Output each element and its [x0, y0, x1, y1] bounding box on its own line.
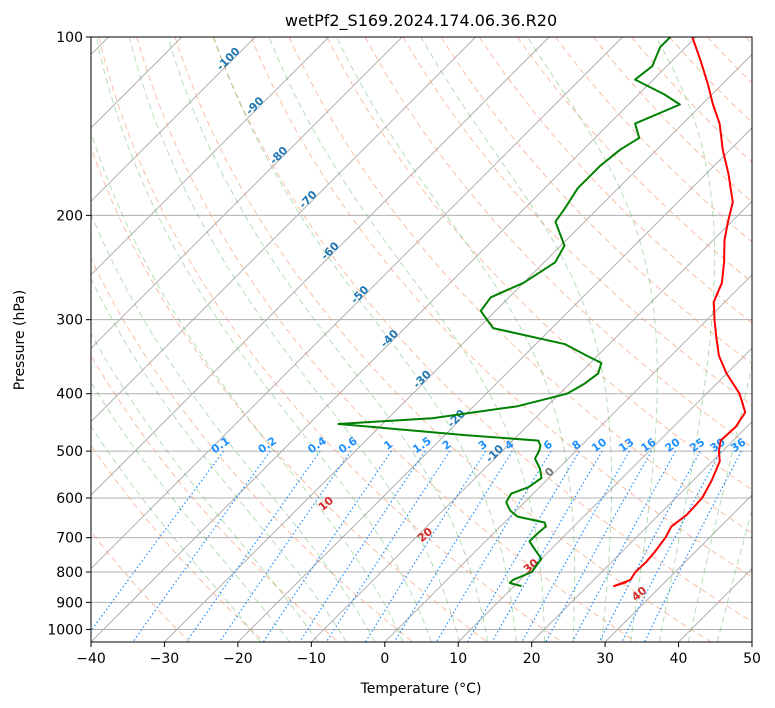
mixing-ratio-line [571, 450, 677, 642]
mixing-ratio-line [643, 450, 742, 642]
mixing-ratio-line [545, 450, 653, 642]
dry-adiabat-line [91, 444, 265, 642]
mixing-ratio-line [91, 450, 225, 632]
dry-adiabat-line [212, 37, 752, 623]
mixing-ratio-line [598, 450, 701, 642]
y-tick-label: 100 [56, 30, 83, 46]
y-tick-label: 500 [56, 444, 83, 460]
moist-adiabat-line [91, 130, 404, 642]
mixing-ratio-line [219, 450, 352, 642]
chart-title: wetPf2_S169.2024.174.06.36.R20 [285, 11, 557, 31]
moist-adiabat-line [420, 37, 613, 642]
moist-adiabats [91, 37, 752, 642]
isotherm-line [91, 37, 403, 349]
dry-adiabat-line [326, 37, 752, 491]
moist-adiabat-line [716, 508, 752, 642]
dry-adiabat-line [478, 37, 752, 324]
isotherm-line [91, 37, 330, 276]
dry-adiabat-line [440, 37, 752, 365]
isotherm-line [91, 37, 623, 570]
mixing-ratio-line [393, 450, 513, 642]
y-tick-label: 800 [56, 565, 83, 581]
isotherm-line [91, 37, 550, 496]
sounding-series [337, 37, 747, 588]
dry-adiabat-line [91, 146, 488, 642]
moist-adiabat-line [128, 37, 461, 642]
plot-frame [90, 36, 753, 643]
y-axis-label: Pressure (hPa) [12, 290, 28, 390]
dry-adiabat-line [174, 37, 712, 642]
x-tick-label: −40 [76, 651, 106, 667]
moist-adiabat-line [167, 37, 489, 642]
y-tick-label: 1000 [47, 622, 83, 638]
mixing-ratio-line [262, 450, 392, 642]
moist-adiabat-line [91, 277, 348, 642]
moist-adiabat-line [95, 37, 432, 642]
x-tick-label: −20 [223, 651, 253, 667]
x-tick-label: 30 [596, 651, 614, 667]
y-tick-label: 200 [56, 208, 83, 224]
moist-adiabat-line [213, 37, 517, 642]
moist-adiabat-line [91, 332, 319, 642]
isotherm-grid [91, 37, 752, 642]
x-tick-label: 50 [743, 651, 761, 667]
mixing-ratio-line [186, 450, 321, 642]
y-tick-label: 300 [56, 313, 83, 329]
x-tick-label: 20 [523, 651, 541, 667]
isotherm-line [531, 420, 752, 642]
x-tick-label: 10 [449, 651, 467, 667]
dry-adiabat-line [136, 37, 637, 642]
dry-adiabat-line [288, 37, 752, 534]
isotherm-line [604, 494, 752, 642]
x-tick-label: −10 [297, 651, 327, 667]
mixing-ratio-line [299, 450, 426, 642]
x-tick-label: −30 [150, 651, 180, 667]
mixing-ratio-line [621, 450, 722, 642]
isotherm-line [91, 37, 256, 203]
dry-adiabat-line [98, 37, 563, 642]
moist-adiabat-line [268, 37, 546, 642]
isotherm-line [457, 347, 752, 642]
moist-adiabat-line [687, 362, 752, 642]
y-tick-label: 400 [56, 387, 83, 403]
y-tick-label: 600 [56, 491, 83, 507]
mixing-ratio-line [491, 450, 603, 642]
isotherm-line [91, 37, 477, 423]
moist-adiabat-line [91, 425, 262, 642]
isobar-grid [91, 37, 752, 630]
dry-adiabats [91, 37, 752, 642]
isotherm-line [91, 37, 697, 642]
x-axis: −40 −30 −20 −10 0 10 20 30 40 50 [76, 642, 761, 667]
dewpoint-profile-line [337, 37, 681, 588]
mixing-ratio-lines [91, 450, 742, 642]
temperature-profile-line [613, 37, 747, 588]
moist-adiabat-line [655, 37, 716, 642]
dry-adiabat-line [250, 37, 752, 578]
dry-adiabat-line [402, 37, 752, 406]
y-axis: 100 200 300 400 500 600 700 800 900 1000 [47, 30, 91, 638]
mixing-ratio-line [521, 450, 630, 642]
isotherm-line [164, 53, 752, 642]
isotherm-line [384, 274, 752, 642]
y-tick-label: 900 [56, 595, 83, 611]
x-tick-label: 40 [670, 651, 688, 667]
dry-adiabat-line [91, 257, 414, 642]
y-tick-label: 700 [56, 531, 83, 547]
moist-adiabat-line [336, 37, 576, 642]
x-tick-label: 0 [380, 651, 389, 667]
moist-adiabat-line [526, 37, 658, 642]
dry-adiabat-line [91, 354, 339, 642]
moist-adiabat-line [91, 212, 376, 642]
x-axis-label: Temperature (°C) [360, 681, 482, 697]
moist-adiabat-line [91, 381, 290, 642]
